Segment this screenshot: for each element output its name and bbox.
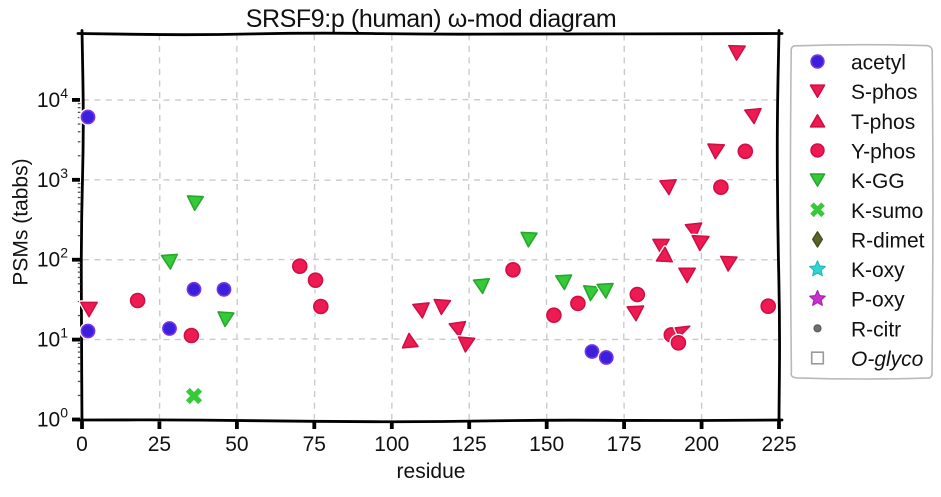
svg-text:225: 225 (761, 433, 796, 456)
svg-text:residue: residue (397, 460, 466, 483)
svg-text:R-citr: R-citr (851, 318, 901, 341)
svg-text:K-sumo: K-sumo (851, 200, 923, 223)
svg-text:150: 150 (529, 433, 564, 456)
svg-text:SRSF9:p (human) ω-mod diagram: SRSF9:p (human) ω-mod diagram (246, 5, 617, 33)
svg-text:R-dimet: R-dimet (851, 229, 925, 252)
svg-text:Y-phos: Y-phos (851, 140, 916, 163)
svg-text:O-glyco: O-glyco (851, 348, 924, 371)
svg-text:K-GG: K-GG (851, 170, 905, 193)
svg-text:P-oxy: P-oxy (851, 289, 905, 312)
svg-text:200: 200 (684, 433, 719, 456)
svg-text:75: 75 (303, 433, 326, 456)
svg-text:T-phos: T-phos (851, 111, 915, 134)
svg-text:25: 25 (148, 433, 171, 456)
svg-text:175: 175 (607, 433, 642, 456)
svg-text:K-oxy: K-oxy (851, 259, 905, 282)
svg-text:100: 100 (37, 405, 68, 432)
svg-text:125: 125 (452, 433, 487, 456)
svg-text:50: 50 (225, 433, 248, 456)
svg-text:100: 100 (374, 433, 409, 456)
svg-text:S-phos: S-phos (851, 81, 918, 104)
svg-text:PSMs (tabbs): PSMs (tabbs) (10, 158, 33, 285)
svg-text:acetyl: acetyl (851, 52, 906, 75)
svg-text:0: 0 (76, 433, 88, 456)
